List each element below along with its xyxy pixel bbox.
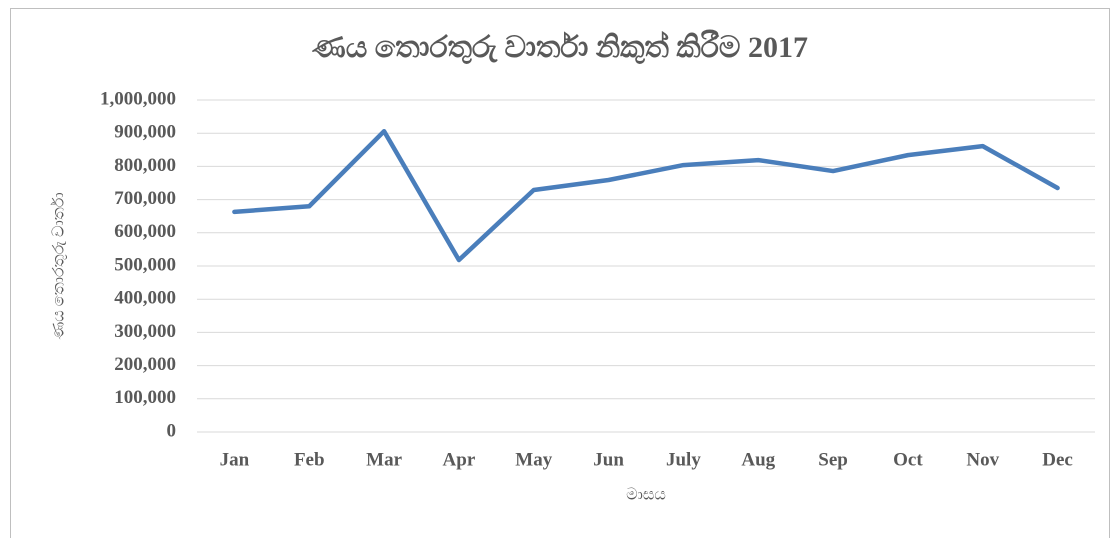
chart-title: ණය තොරතුරු වාර්තා නිකුත් කිරීම 2017 bbox=[312, 29, 808, 65]
y-tick-label: 900,000 bbox=[114, 122, 176, 143]
line-series bbox=[232, 128, 1060, 263]
y-tick-label: 800,000 bbox=[114, 155, 176, 176]
x-axis-label: මාසය bbox=[626, 487, 666, 504]
y-tick-label: 100,000 bbox=[114, 387, 176, 408]
x-tick-label: Sep bbox=[818, 449, 848, 470]
x-tick-label: Oct bbox=[893, 449, 923, 470]
x-tick-label: Mar bbox=[366, 449, 402, 470]
y-tick-label: 600,000 bbox=[114, 221, 176, 242]
x-tick-label: Nov bbox=[966, 449, 999, 470]
y-tick-label: 400,000 bbox=[114, 288, 176, 309]
x-tick-label: Aug bbox=[741, 449, 775, 470]
x-tick-label: Dec bbox=[1042, 449, 1073, 470]
x-tick-label: July bbox=[666, 449, 701, 470]
y-tick-label: 0 bbox=[167, 420, 177, 441]
x-tick-label: May bbox=[515, 449, 552, 470]
x-tick-label: Apr bbox=[443, 449, 476, 470]
chart-border bbox=[10, 8, 1110, 538]
y-tick-label: 300,000 bbox=[114, 321, 176, 342]
y-tick-label: 200,000 bbox=[114, 354, 176, 375]
x-tick-label: Jun bbox=[593, 449, 624, 470]
y-tick-label: 500,000 bbox=[114, 254, 176, 275]
x-tick-label: Feb bbox=[294, 449, 325, 470]
y-axis-label: ණය තොරතුරු වාර්තා bbox=[50, 192, 68, 339]
y-tick-label: 1,000,000 bbox=[100, 88, 176, 109]
y-tick-label: 700,000 bbox=[114, 188, 176, 209]
x-tick-label: Jan bbox=[220, 449, 250, 470]
